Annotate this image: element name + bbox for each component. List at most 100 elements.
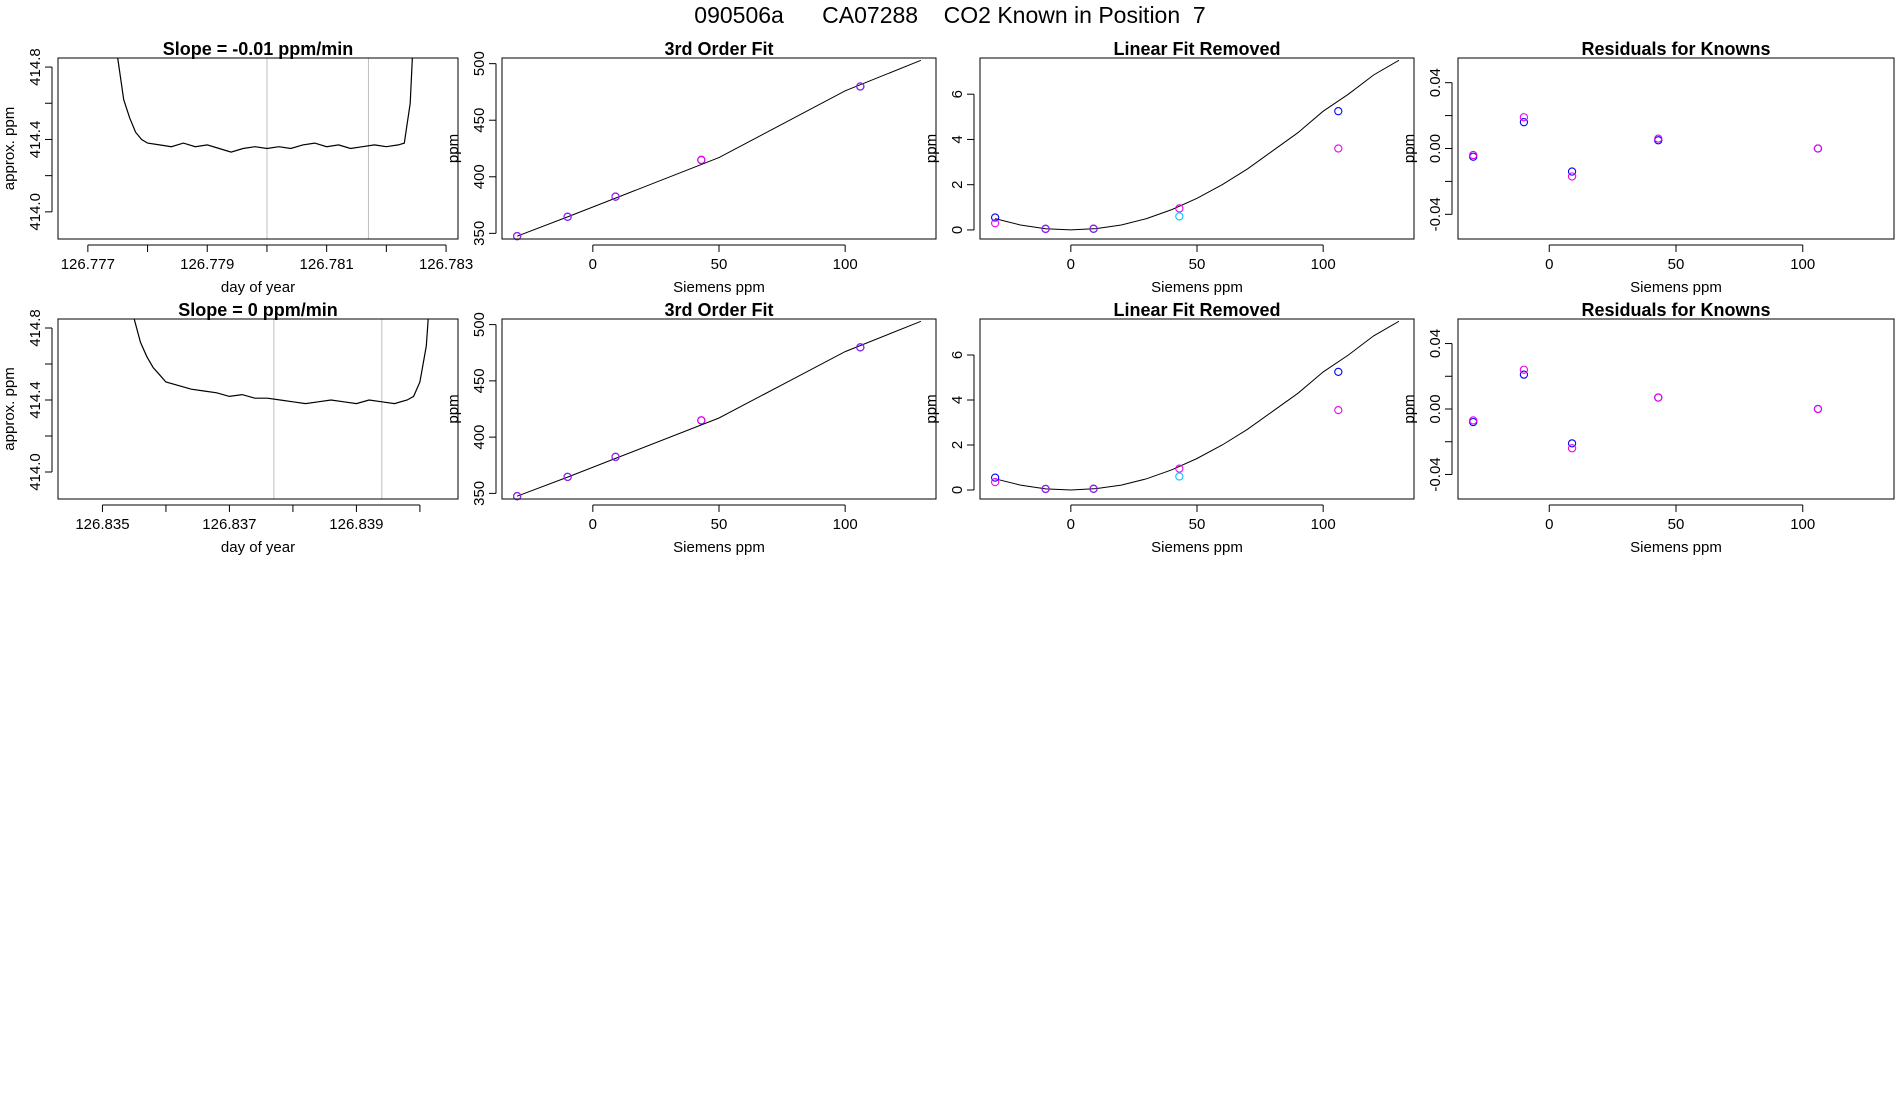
data-point — [1813, 404, 1823, 414]
plot-frame — [501, 318, 937, 500]
y-tick-label: 0.04 — [1427, 68, 1444, 97]
data-point — [990, 213, 1000, 222]
y-axis-label: ppm — [1401, 394, 1418, 423]
y-tick-label: 2 — [949, 181, 966, 189]
x-tick-label: 100 — [1790, 516, 1815, 533]
x-axis-label: day of year — [221, 539, 295, 556]
data-point — [1469, 150, 1478, 160]
x-tick-label: 100 — [1790, 256, 1815, 273]
data-point — [1519, 365, 1529, 374]
x-axis-label: Siemens ppm — [1630, 539, 1722, 556]
y-tick-label: 414.0 — [27, 193, 44, 231]
y-tick-label: -0.04 — [1427, 197, 1444, 231]
y-tick-label: 6 — [949, 351, 966, 359]
plot-frame — [57, 318, 459, 500]
y-tick-label: 400 — [471, 164, 488, 189]
data-point — [1469, 417, 1478, 427]
chart-panel-8: Residuals for Knowns 0 50 100 Siemens ppm -0.… — [1401, 300, 1895, 556]
y-tick-label: 350 — [471, 221, 488, 246]
y-tick-label: 0.04 — [1427, 329, 1444, 358]
chart-title: Slope = 0 ppm/min — [178, 300, 338, 320]
y-tick-label: 414.8 — [27, 309, 44, 347]
x-tick-label: 126.777 — [61, 256, 115, 273]
x-tick-label: 50 — [1668, 256, 1685, 273]
y-tick-label: 400 — [471, 425, 488, 450]
chart-title: Residuals for Knowns — [1581, 300, 1770, 320]
y-axis-label: ppm — [445, 394, 462, 423]
x-axis-label: Siemens ppm — [673, 539, 765, 556]
data-point — [1519, 118, 1529, 127]
y-tick-label: 4 — [949, 396, 966, 404]
y-tick-label: 414.4 — [27, 381, 44, 419]
y-tick-label: 500 — [471, 312, 488, 337]
data-point — [1469, 152, 1478, 161]
data-point — [1654, 393, 1663, 402]
y-tick-label: 350 — [471, 481, 488, 506]
plot-frame — [979, 318, 1415, 500]
chart-panel-6: 3rd Order Fit 0 50 100 Siemens ppm 350 400 450 5… — [445, 300, 937, 556]
y-axis-label: ppm — [1401, 134, 1418, 163]
x-tick-label: 50 — [711, 516, 728, 533]
x-tick-label: 100 — [1311, 256, 1336, 273]
data-point — [1089, 484, 1098, 493]
y-tick-label: 0 — [949, 486, 966, 494]
x-tick-label: 0 — [1545, 516, 1553, 533]
data-point — [1089, 224, 1098, 233]
x-axis-label: Siemens ppm — [1151, 279, 1243, 296]
chart-panel-7: Linear Fit Removed 0 50 100 Siemens ppm 0 2 4 6 p… — [923, 300, 1415, 556]
y-tick-label: 450 — [471, 108, 488, 133]
data-point — [856, 343, 865, 352]
x-axis-label: day of year — [221, 279, 295, 296]
chart-title: Linear Fit Removed — [1113, 39, 1280, 59]
data-point — [611, 452, 620, 461]
data-point — [1175, 212, 1184, 221]
x-axis-label: Siemens ppm — [673, 279, 765, 296]
data-point — [1041, 224, 1050, 234]
data-point — [1334, 144, 1343, 153]
y-tick-label: 414.4 — [27, 121, 44, 159]
x-tick-label: 50 — [1189, 256, 1206, 273]
x-tick-label: 0 — [589, 516, 597, 533]
y-axis-label: ppm — [923, 134, 940, 163]
data-point — [1567, 167, 1577, 176]
figure-title: 090506a CA07288 CO2 Known in Position 7 — [694, 2, 1206, 28]
x-tick-label: 100 — [833, 516, 858, 533]
data-point — [990, 219, 1000, 228]
data-point — [1469, 416, 1478, 425]
data-point — [990, 477, 1000, 487]
y-axis-label: ppm — [445, 134, 462, 163]
chart-title: 3rd Order Fit — [664, 300, 773, 320]
data-point — [1041, 484, 1050, 494]
plot-frame — [1457, 318, 1895, 500]
series-line — [117, 58, 413, 153]
y-tick-label: 4 — [949, 135, 966, 143]
chart-title: Slope = -0.01 ppm/min — [163, 39, 354, 59]
data-point — [697, 416, 706, 425]
series-line — [133, 319, 429, 405]
data-point — [611, 192, 620, 201]
x-tick-label: 126.783 — [419, 256, 473, 273]
chart-panel-3: Linear Fit Removed 0 50 100 Siemens ppm 0 2 4 6 p… — [923, 39, 1415, 296]
data-point — [990, 473, 1000, 482]
y-tick-label: 414.0 — [27, 453, 44, 491]
y-axis-label: ppm — [923, 394, 940, 423]
x-tick-label: 0 — [589, 256, 597, 273]
data-point — [1175, 464, 1184, 473]
data-point — [1567, 439, 1577, 448]
data-point — [1334, 405, 1343, 415]
y-tick-label: -0.04 — [1427, 457, 1444, 491]
chart-title: 3rd Order Fit — [664, 39, 773, 59]
y-tick-label: 414.8 — [27, 48, 44, 86]
data-point — [856, 82, 865, 91]
chart-panel-2: 3rd Order Fit 0 50 100 Siemens ppm 350 400 450 5… — [445, 39, 937, 296]
data-point — [1175, 204, 1184, 213]
x-tick-label: 0 — [1545, 256, 1553, 273]
data-point — [1175, 472, 1184, 481]
fit-curve — [516, 320, 922, 497]
plot-frame — [979, 57, 1415, 240]
data-point — [697, 155, 706, 164]
y-tick-label: 0.00 — [1427, 134, 1444, 163]
x-tick-label: 126.839 — [329, 516, 383, 533]
y-axis-label: approx. ppm — [1, 367, 18, 450]
